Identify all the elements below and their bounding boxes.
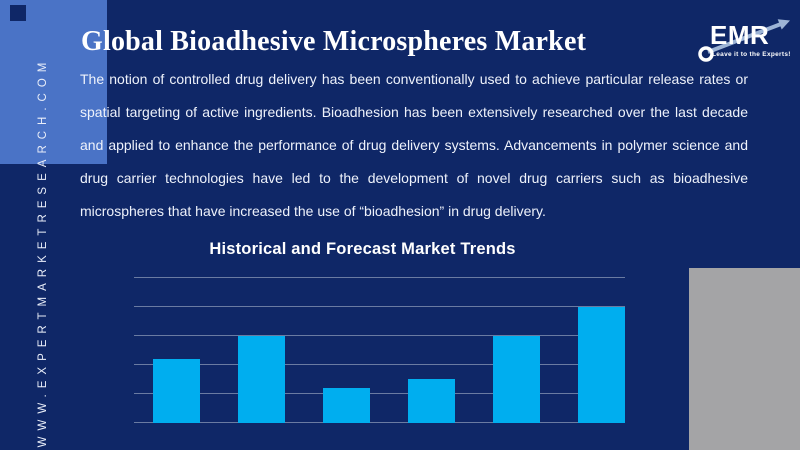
intro-paragraph: The notion of controlled drug delivery h… <box>80 71 748 219</box>
gridline <box>134 277 625 278</box>
bar-chart-plot <box>134 277 625 423</box>
logo-circle-icon <box>698 46 714 62</box>
website-url-vertical: WWW.EXPERTMARKETRESEARCH.COM <box>37 56 49 448</box>
arrow-head <box>777 19 790 30</box>
bar-3 <box>323 388 370 423</box>
logo-tagline: Leave it to the Experts! <box>712 51 791 58</box>
gray-rectangle <box>689 268 800 450</box>
bar-4 <box>408 379 455 423</box>
arrow-shaft <box>707 22 782 54</box>
corner-square-decor <box>10 5 26 21</box>
gridline <box>134 393 625 394</box>
logo-arrow-icon <box>698 19 790 62</box>
accent-rectangle <box>0 0 107 164</box>
page-title: Global Bioadhesive Microspheres Market <box>81 26 587 57</box>
bar-5 <box>493 336 540 423</box>
emr-logo: EMR Leave it to the Experts! <box>686 13 798 65</box>
gridline <box>134 422 625 423</box>
gridline <box>134 306 625 307</box>
gridline <box>134 335 625 336</box>
bar-1 <box>153 359 200 423</box>
bar-6 <box>578 307 625 423</box>
bar-2 <box>238 336 285 423</box>
gridline <box>134 364 625 365</box>
logo-text: EMR <box>710 20 770 50</box>
chart-title: Historical and Forecast Market Trends <box>209 240 516 258</box>
